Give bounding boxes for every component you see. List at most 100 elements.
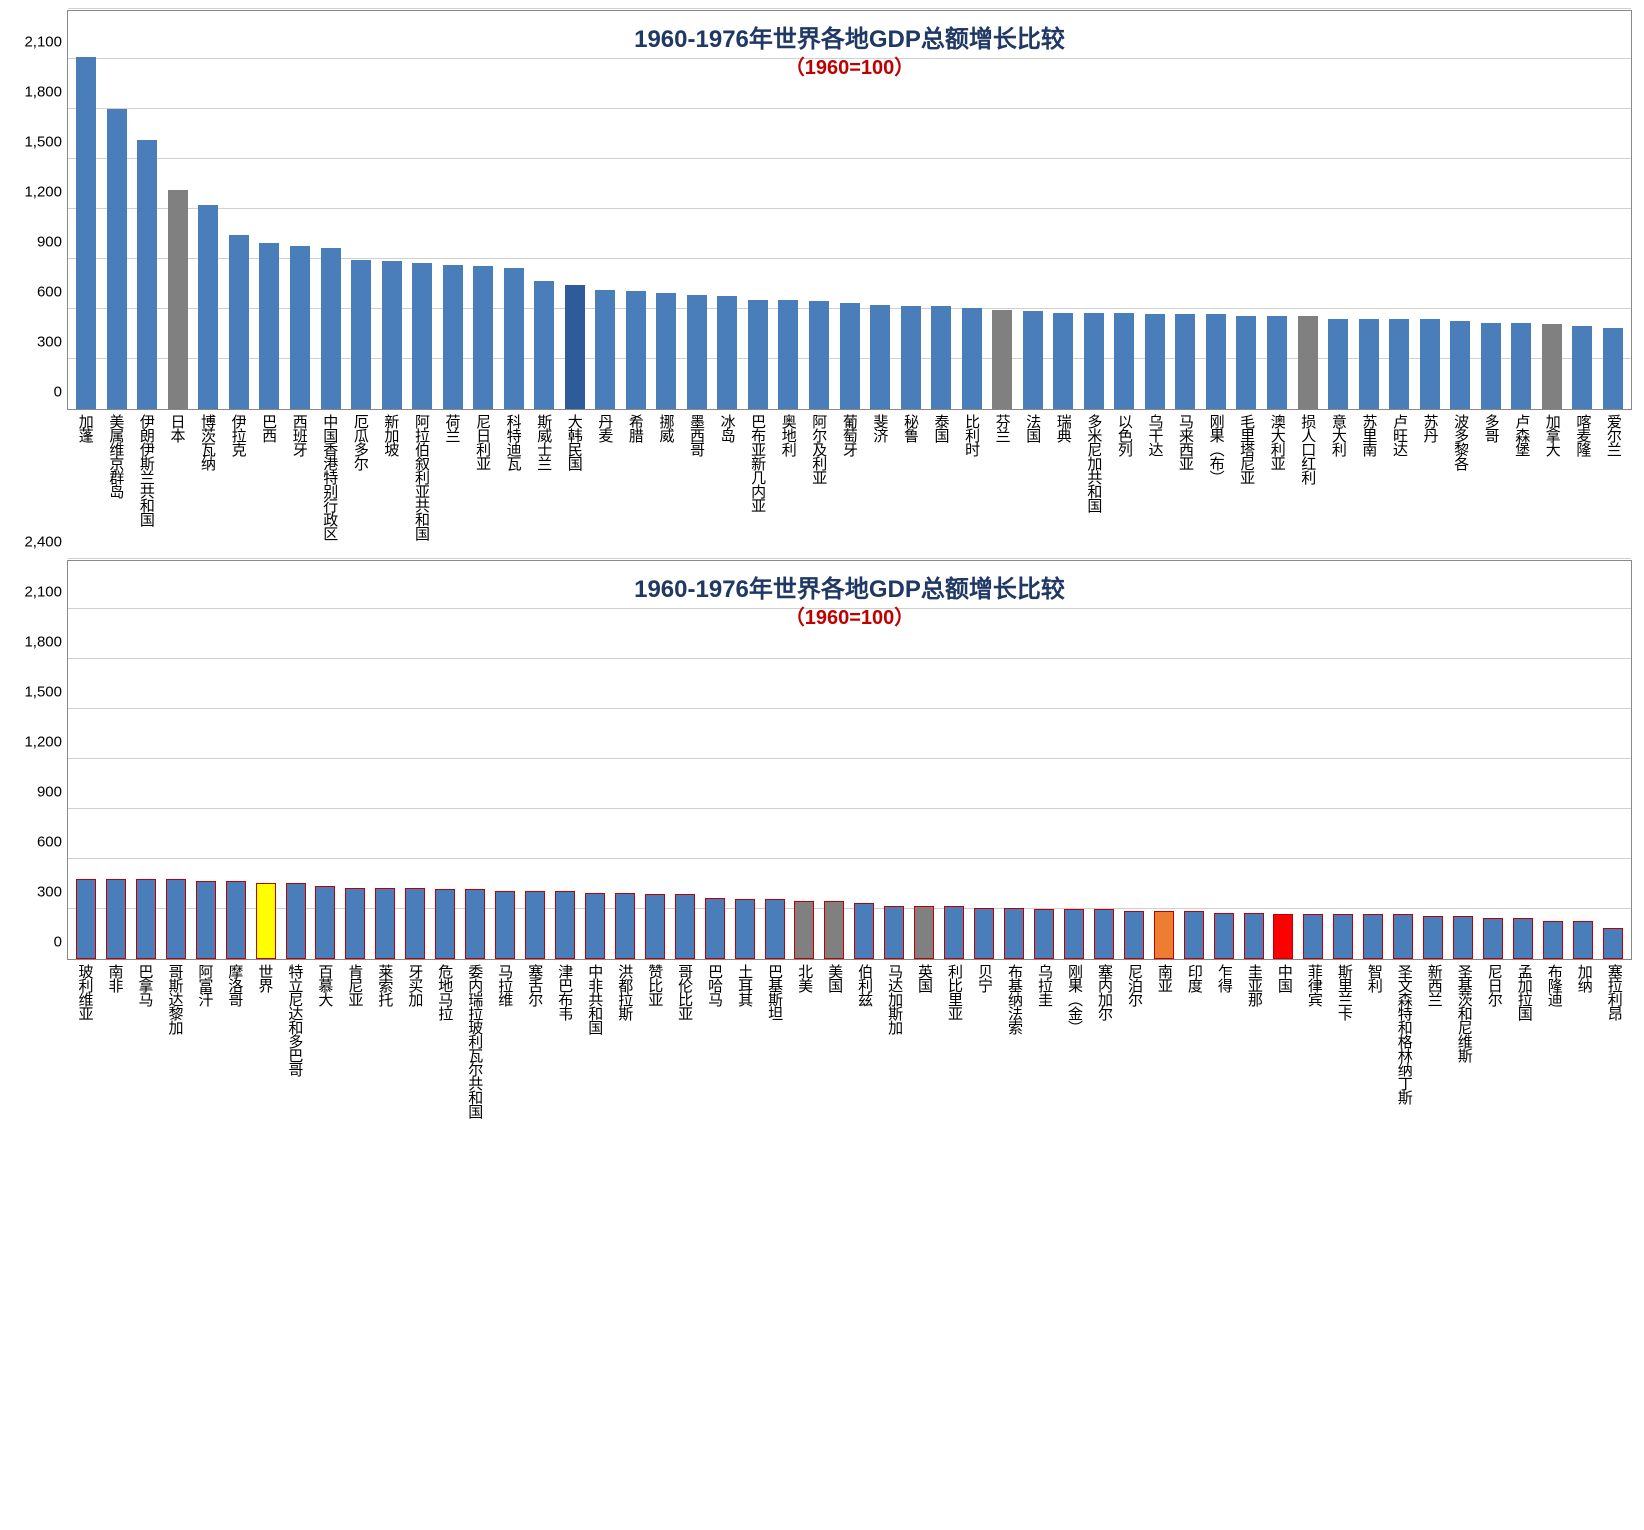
x-label-slot: 马拉维 bbox=[493, 960, 517, 1118]
bar bbox=[931, 306, 951, 409]
x-label-slot: 多哥 bbox=[1479, 410, 1504, 540]
x-label: 挪威 bbox=[655, 414, 676, 540]
bar bbox=[884, 906, 904, 959]
bar-slot bbox=[733, 561, 757, 959]
x-label: 圣文森特和格林纳丁斯 bbox=[1394, 964, 1415, 1118]
x-label: 洪都拉斯 bbox=[614, 964, 635, 1118]
bar-slot bbox=[1601, 11, 1626, 409]
x-label: 斯里兰卡 bbox=[1334, 964, 1355, 1118]
x-label: 斐济 bbox=[869, 414, 890, 540]
x-label-slot: 马来西亚 bbox=[1173, 410, 1198, 540]
x-label: 墨西哥 bbox=[686, 414, 707, 540]
x-label: 卢旺达 bbox=[1389, 414, 1410, 540]
x-label-slot: 加纳 bbox=[1572, 960, 1596, 1118]
bar bbox=[1064, 909, 1084, 959]
bar bbox=[1175, 314, 1195, 409]
x-label: 爱尔兰 bbox=[1603, 414, 1624, 540]
x-label: 巴哈马 bbox=[704, 964, 725, 1118]
bar-slot bbox=[1601, 561, 1625, 959]
chart-2-x-labels: 玻利维亚南非巴拿马哥斯达黎加阿富汗摩洛哥世界特立尼达和多巴哥百慕大肯尼亚莱索托牙… bbox=[67, 960, 1632, 1118]
x-label-slot: 赞比亚 bbox=[643, 960, 667, 1118]
chart-2-title: 1960-1976年世界各地GDP总额增长比较 bbox=[634, 569, 1065, 604]
bar-slot bbox=[433, 561, 457, 959]
x-label-slot: 阿富汗 bbox=[193, 960, 217, 1118]
bar-slot bbox=[501, 11, 526, 409]
bar-slot bbox=[74, 561, 98, 959]
bar-slot bbox=[1511, 561, 1535, 959]
bar bbox=[286, 883, 306, 959]
x-label-slot: 美属维京群岛 bbox=[104, 410, 129, 540]
bar-slot bbox=[654, 11, 679, 409]
x-label-slot: 巴哈马 bbox=[703, 960, 727, 1118]
x-label-slot: 肯尼亚 bbox=[343, 960, 367, 1118]
bar bbox=[1124, 911, 1144, 959]
chart-1-plot-area: 1960-1976年世界各地GDP总额增长比较 （1960=100） 03006… bbox=[67, 10, 1632, 410]
chart-2-plot-area: 1960-1976年世界各地GDP总额增长比较 （1960=100） 03006… bbox=[67, 560, 1632, 960]
bar bbox=[495, 891, 515, 959]
bar-slot bbox=[1122, 561, 1146, 959]
x-label-slot: 瑞典 bbox=[1051, 410, 1076, 540]
x-label: 塞舌尔 bbox=[524, 964, 545, 1118]
bar bbox=[382, 261, 402, 409]
y-tick-label: 600 bbox=[37, 834, 62, 851]
bar bbox=[1423, 916, 1443, 959]
bar bbox=[1154, 911, 1174, 959]
x-label: 牙买加 bbox=[404, 964, 425, 1118]
x-label: 利比里亚 bbox=[944, 964, 965, 1118]
x-label: 阿富汗 bbox=[194, 964, 215, 1118]
bar-slot bbox=[410, 11, 435, 409]
bar-slot bbox=[104, 561, 128, 959]
bar bbox=[1359, 319, 1379, 409]
x-label: 巴西 bbox=[258, 414, 279, 540]
bar bbox=[1236, 316, 1256, 409]
x-label: 中国香港特别行政区 bbox=[319, 414, 340, 540]
x-label-slot: 贝宁 bbox=[973, 960, 997, 1118]
x-label-slot: 爱尔兰 bbox=[1601, 410, 1626, 540]
bar-slot bbox=[1182, 561, 1206, 959]
bar bbox=[675, 894, 695, 959]
bar bbox=[315, 886, 335, 959]
bar bbox=[405, 888, 425, 959]
x-label-slot: 希腊 bbox=[623, 410, 648, 540]
x-label-slot: 新加坡 bbox=[379, 410, 404, 540]
y-tick-label: 300 bbox=[37, 884, 62, 901]
x-label: 南非 bbox=[104, 964, 125, 1118]
x-label-slot: 尼日利亚 bbox=[470, 410, 495, 540]
x-label-slot: 荷兰 bbox=[440, 410, 465, 540]
bar bbox=[1206, 314, 1226, 409]
x-label: 新加坡 bbox=[380, 414, 401, 540]
y-tick-label: 1,200 bbox=[24, 734, 62, 751]
bar bbox=[1603, 928, 1623, 960]
x-label: 布隆迪 bbox=[1544, 964, 1565, 1118]
bar bbox=[229, 235, 249, 409]
x-label-slot: 莱索托 bbox=[373, 960, 397, 1118]
x-label-slot: 北美 bbox=[793, 960, 817, 1118]
bar-slot bbox=[613, 561, 637, 959]
x-label: 乌干达 bbox=[1144, 414, 1165, 540]
x-label-slot: 摩洛哥 bbox=[223, 960, 247, 1118]
x-label-slot: 乍得 bbox=[1212, 960, 1236, 1118]
bar bbox=[473, 266, 493, 409]
x-label: 北美 bbox=[794, 964, 815, 1118]
bar-slot bbox=[194, 561, 218, 959]
bar-slot bbox=[1265, 11, 1290, 409]
x-label: 摩洛哥 bbox=[224, 964, 245, 1118]
bar-slot bbox=[624, 11, 649, 409]
x-label-slot: 津巴布韦 bbox=[553, 960, 577, 1118]
bar-slot bbox=[1032, 561, 1056, 959]
bar bbox=[765, 899, 785, 959]
x-label-slot: 布基纳法索 bbox=[1003, 960, 1027, 1118]
x-label-slot: 毛里塔尼亚 bbox=[1234, 410, 1259, 540]
bar bbox=[256, 883, 276, 959]
x-label: 巴基斯坦 bbox=[764, 964, 785, 1118]
x-label: 葡萄牙 bbox=[839, 414, 860, 540]
bar-slot bbox=[1212, 561, 1236, 959]
chart-1: 1960-1976年世界各地GDP总额增长比较 （1960=100） 03006… bbox=[12, 10, 1632, 540]
x-label-slot: 卢森堡 bbox=[1509, 410, 1534, 540]
x-label: 赞比亚 bbox=[644, 964, 665, 1118]
bar bbox=[290, 246, 310, 409]
x-label: 澳大利亚 bbox=[1267, 414, 1288, 540]
bar-slot bbox=[318, 11, 343, 409]
x-label: 损人口红利 bbox=[1297, 414, 1318, 540]
bar-slot bbox=[1481, 561, 1505, 959]
